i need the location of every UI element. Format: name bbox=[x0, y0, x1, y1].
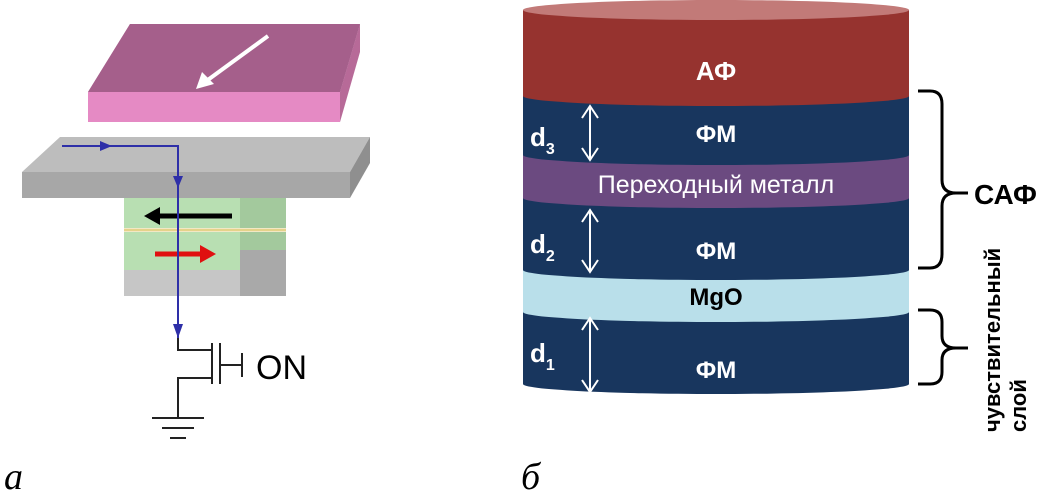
label-fm-bottom: ФМ bbox=[696, 357, 736, 384]
label-af: АФ bbox=[696, 56, 736, 86]
magnetization-arrow bbox=[203, 34, 270, 84]
label-fm-middle: ФМ bbox=[696, 238, 736, 265]
layer-af bbox=[523, 10, 909, 106]
figure-b: АФ ФМ Переходный металл ФМ MgO ФМ d3 d2 … bbox=[521, 0, 1037, 498]
layer-fm-middle bbox=[523, 198, 909, 280]
sensitive-layer-label-line2: слой bbox=[1006, 379, 1031, 432]
label-mgo: MgO bbox=[689, 284, 742, 311]
layer-transition-metal bbox=[523, 155, 909, 208]
sensitive-layer-label-line1: чувствительный bbox=[980, 248, 1005, 432]
thickness-label-d2: d2 bbox=[530, 229, 555, 265]
layer-fm-bottom bbox=[523, 312, 909, 394]
thickness-label-d3: d3 bbox=[530, 122, 555, 158]
cylinder-top bbox=[523, 0, 909, 20]
label-transition-metal: Переходный металл bbox=[598, 171, 835, 199]
caption-a: а bbox=[4, 456, 23, 498]
label-fm-top: ФМ bbox=[696, 121, 736, 148]
saf-label: САФ bbox=[974, 179, 1037, 210]
transistor bbox=[152, 338, 243, 439]
transistor-label: ON bbox=[256, 349, 307, 387]
magnetization-arrow-head bbox=[196, 72, 214, 89]
current-path bbox=[62, 141, 183, 338]
sensitive-layer-bracket bbox=[918, 308, 957, 386]
figure-a: ON а bbox=[4, 24, 370, 498]
layer-mgo bbox=[523, 270, 909, 322]
layer-fm-top bbox=[523, 96, 909, 165]
magnet-plate bbox=[88, 24, 360, 122]
saf-bracket bbox=[918, 89, 957, 270]
thickness-label-d1: d1 bbox=[530, 338, 555, 374]
mtj-stack bbox=[124, 198, 286, 296]
caption-b: б bbox=[521, 456, 542, 498]
